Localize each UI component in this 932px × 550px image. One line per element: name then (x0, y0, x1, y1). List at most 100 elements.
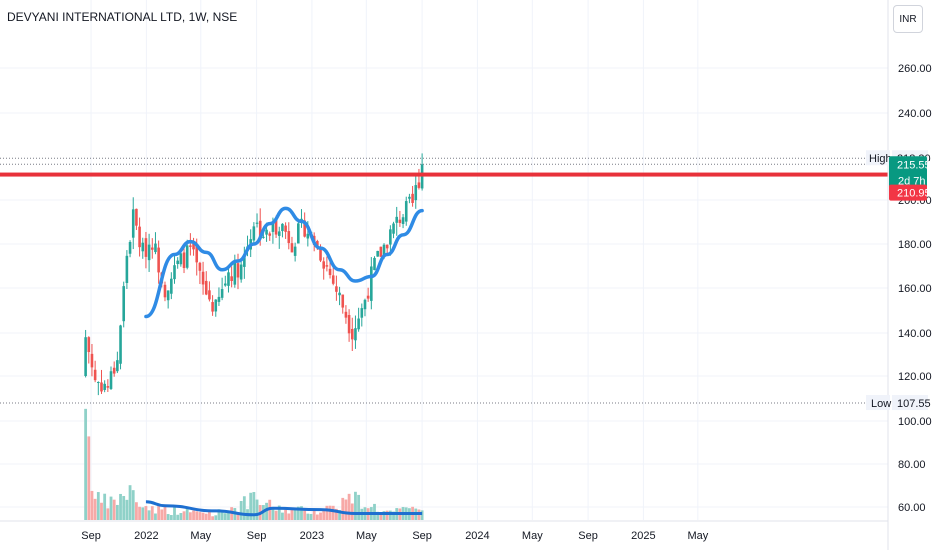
volume-bar (141, 507, 145, 520)
candle-body (370, 266, 373, 301)
volume-bar (312, 510, 316, 520)
candle-body (395, 216, 399, 223)
volume-bar (160, 509, 164, 520)
price-axis[interactable]: 260.00240.00200.00180.00160.00140.00120.… (866, 0, 932, 550)
candle-body (144, 238, 148, 257)
volume-bar (201, 512, 205, 520)
candle-body (300, 218, 303, 221)
volume-bar (252, 492, 256, 520)
candle-body (385, 244, 389, 249)
overlays (0, 157, 888, 517)
candle-body (335, 286, 338, 292)
candle-body (84, 337, 87, 376)
volume-bar (135, 502, 138, 520)
candle-body (163, 284, 167, 298)
candle-body (363, 299, 367, 310)
candle-body (325, 265, 329, 267)
volume-bar (157, 505, 161, 520)
volume-bar (255, 499, 259, 520)
volume-bar (350, 503, 354, 520)
candle-body (277, 231, 281, 236)
candle-body (157, 247, 160, 273)
candle-body (128, 241, 132, 254)
candle-body (90, 353, 94, 368)
volume-bar (115, 504, 119, 520)
volume-bar (354, 491, 357, 520)
high-label-bg (866, 150, 890, 166)
candle-body (119, 325, 122, 364)
candle-body (354, 328, 357, 341)
volume-bar (322, 510, 326, 520)
time-tick-label: 2024 (465, 530, 489, 542)
last-price-value: 215.55 (897, 159, 931, 171)
candle-body (347, 315, 351, 334)
candle-body (389, 229, 392, 245)
volume-bar (300, 506, 303, 520)
candle-body (173, 265, 176, 280)
time-axis[interactable]: Sep 2022 May Sep 2023 May Sep 2024 May Sep 2025 May (0, 520, 888, 542)
candle-body (287, 231, 291, 244)
candle-body (109, 371, 113, 389)
low-label: Low (871, 398, 891, 410)
volume-bar (271, 507, 275, 520)
volume-bar (125, 499, 129, 520)
resistance-line (0, 172, 888, 177)
volume-ma-line (145, 500, 423, 517)
volume-bar (169, 515, 173, 520)
volume-bar (154, 513, 157, 520)
candle-body (103, 383, 106, 390)
candle-body (138, 226, 141, 248)
candle-body (316, 241, 319, 246)
volume-bar (376, 511, 380, 520)
volume-bar (204, 513, 208, 520)
volume-bar (296, 506, 300, 520)
candle-body (122, 286, 126, 322)
volume-bar (214, 515, 218, 520)
volume-bar (392, 511, 395, 520)
candle-body (125, 255, 129, 283)
candle-body (274, 220, 278, 235)
volume-bar (179, 513, 183, 520)
price-tick-label: 240.00 (898, 108, 932, 120)
candle-body (319, 248, 322, 261)
volume-bar (106, 508, 110, 520)
candle-body (243, 254, 246, 267)
candle-body (135, 208, 138, 226)
volume-bar (385, 510, 389, 520)
candle-body (341, 294, 345, 308)
volume-bar (287, 513, 291, 520)
volume-bar (119, 493, 122, 520)
candle-body (284, 225, 287, 232)
candle-body (208, 290, 211, 300)
volume-bar (293, 508, 297, 520)
volume-bar (109, 496, 113, 520)
candle-body (382, 244, 386, 256)
volume-bar (208, 511, 211, 520)
volume-bar (96, 492, 100, 520)
candle-body (204, 280, 208, 295)
chart-title: DEVYANI INTERNATIONAL LTD, 1W, NSE (7, 10, 237, 24)
currency-button[interactable]: INR (893, 5, 923, 33)
candle-body (252, 226, 256, 241)
low-value-bg (892, 395, 928, 411)
candle-body (271, 223, 275, 232)
low-label-bg (866, 395, 890, 411)
volume-bar (131, 490, 135, 520)
volume-bar (373, 503, 376, 520)
candle-body (376, 250, 379, 257)
resistance-tag (889, 184, 927, 201)
volume-bar (315, 514, 319, 520)
volume-bar (277, 505, 281, 520)
volume-bar (185, 508, 189, 520)
price-tick-label: 60.00 (898, 502, 926, 514)
volume-bar (138, 506, 141, 520)
price-tick-label: 160.00 (898, 283, 932, 295)
volume-bar (217, 509, 221, 520)
candle-body (344, 311, 348, 318)
volume-bar (103, 493, 107, 520)
candle-body (189, 245, 192, 247)
candle-body (239, 264, 243, 280)
candle-body (236, 263, 240, 278)
candle-body (170, 278, 173, 294)
